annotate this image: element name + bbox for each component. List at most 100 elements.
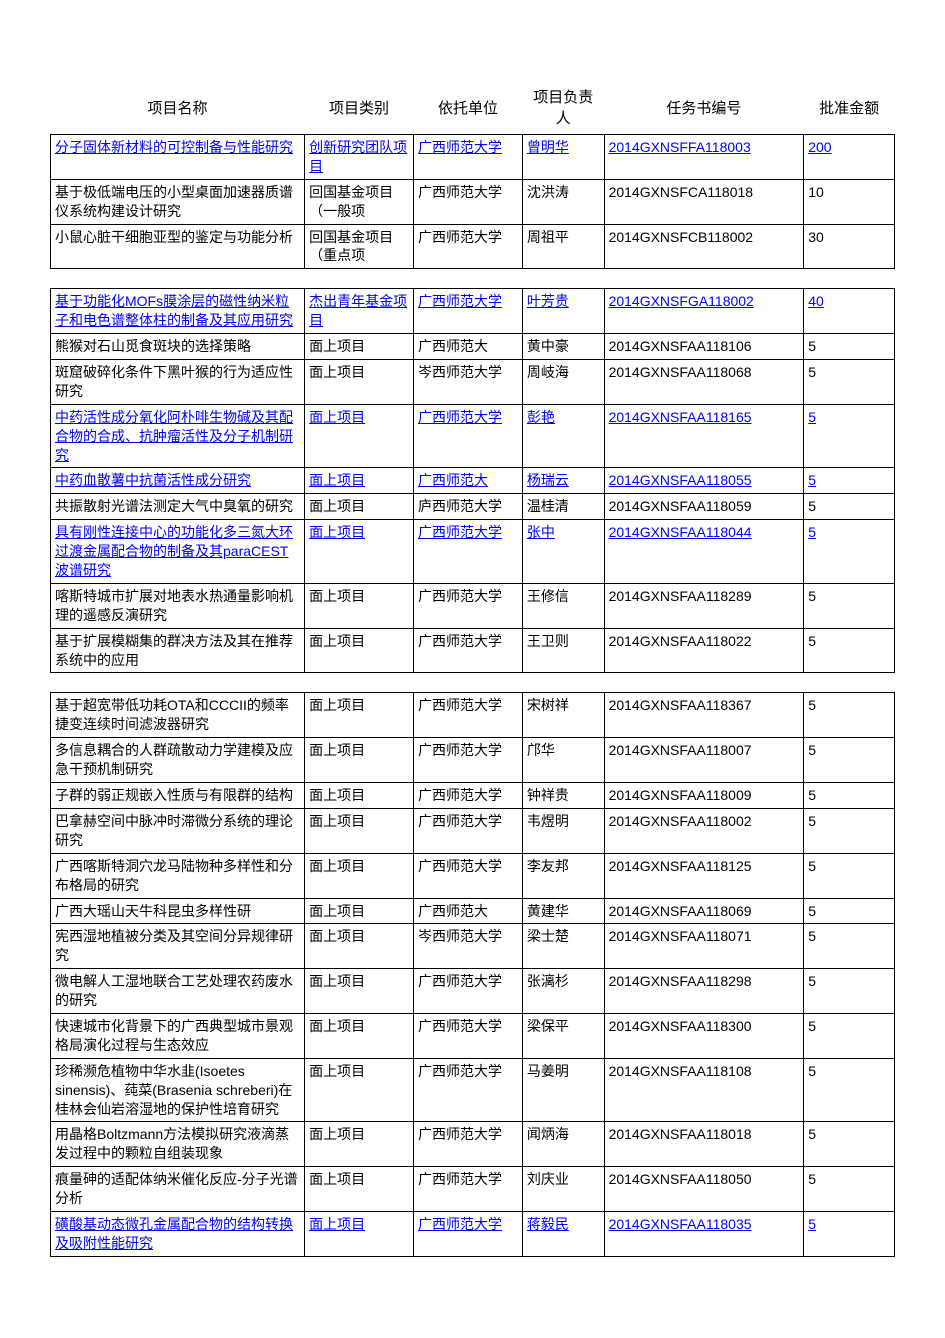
cell-category: 面上项目 [305,1167,414,1212]
cell-category[interactable]: 创新研究团队项目 [305,135,414,180]
cell-amount[interactable]: 5 [804,404,895,468]
cell-taskno[interactable]: 2014GXNSFAA118055 [604,468,804,494]
cell-unit[interactable]: 广西师范大学 [414,289,523,334]
cell-name: 基于超宽带低功耗OTA和CCCII的频率捷变连续时间滤波器研究 [51,693,305,738]
cell-unit: 庐西师范大学 [414,494,523,520]
cell-taskno[interactable]: 2014GXNSFFA118003 [604,135,804,180]
cell-taskno: 2014GXNSFAA118022 [604,628,804,673]
cell-name: 共振散射光谱法测定大气中臭氧的研究 [51,494,305,520]
cell-name: 子群的弱正规嵌入性质与有限群的结构 [51,783,305,809]
cell-name: 宪西湿地植被分类及其空间分异规律研究 [51,924,305,969]
cell-unit: 广西师范大 [414,898,523,924]
cell-leader: 钟祥贵 [522,783,604,809]
cell-category[interactable]: 面上项目 [305,468,414,494]
cell-amount: 5 [804,693,895,738]
cell-name[interactable]: 具有刚性连接中心的功能化多三氮大环过渡金属配合物的制备及其paraCEST波谱研… [51,520,305,584]
cell-unit: 岑西师范大学 [414,360,523,405]
cell-unit: 广西师范大学 [414,628,523,673]
cell-name: 基于极低端电压的小型桌面加速器质谱仪系统构建设计研究 [51,179,305,224]
cell-amount[interactable]: 200 [804,135,895,180]
cell-category: 面上项目 [305,494,414,520]
cell-leader: 宋树祥 [522,693,604,738]
table-row: 微电解人工湿地联合工艺处理农药废水的研究面上项目广西师范大学张漓杉2014GXN… [51,969,895,1014]
table-row: 磺酸基动态微孔金属配合物的结构转换及吸附性能研究面上项目广西师范大学蒋毅民201… [51,1211,895,1256]
table-row: 多信息耦合的人群疏散动力学建模及应急干预机制研究面上项目广西师范大学邝华2014… [51,738,895,783]
cell-amount: 5 [804,1167,895,1212]
cell-taskno: 2014GXNSFCB118002 [604,224,804,269]
cell-amount: 30 [804,224,895,269]
cell-taskno[interactable]: 2014GXNSFAA118165 [604,404,804,468]
cell-name[interactable]: 基于功能化MOFs膜涂层的磁性纳米粒子和电色谱整体柱的制备及其应用研究 [51,289,305,334]
cell-category: 面上项目 [305,1013,414,1058]
cell-taskno[interactable]: 2014GXNSFGA118002 [604,289,804,334]
cell-unit[interactable]: 广西师范大学 [414,1211,523,1256]
cell-taskno: 2014GXNSFAA118007 [604,738,804,783]
cell-name: 小鼠心脏干细胞亚型的鉴定与功能分析 [51,224,305,269]
cell-amount: 5 [804,898,895,924]
cell-amount: 5 [804,334,895,360]
cell-leader: 梁士楚 [522,924,604,969]
cell-unit[interactable]: 广西师范大学 [414,404,523,468]
cell-name: 广西喀斯特洞穴龙马陆物种多样性和分布格局的研究 [51,853,305,898]
cell-leader[interactable]: 杨瑞云 [522,468,604,494]
cell-category: 面上项目 [305,783,414,809]
cell-unit: 广西师范大学 [414,1167,523,1212]
table-row: 痕量砷的适配体纳米催化反应-分子光谱分析面上项目广西师范大学刘庆业2014GXN… [51,1167,895,1212]
table-row: 广西大瑶山天牛科昆虫多样性研面上项目广西师范大黄建华2014GXNSFAA118… [51,898,895,924]
spacer-row [51,673,895,693]
cell-leader[interactable]: 蒋毅民 [522,1211,604,1256]
cell-amount: 5 [804,924,895,969]
cell-amount[interactable]: 5 [804,520,895,584]
cell-amount[interactable]: 5 [804,1211,895,1256]
cell-taskno: 2014GXNSFAA118071 [604,924,804,969]
table-row: 基于超宽带低功耗OTA和CCCII的频率捷变连续时间滤波器研究面上项目广西师范大… [51,693,895,738]
cell-leader: 闻炳海 [522,1122,604,1167]
cell-leader[interactable]: 彭艳 [522,404,604,468]
table-row: 基于功能化MOFs膜涂层的磁性纳米粒子和电色谱整体柱的制备及其应用研究杰出青年基… [51,289,895,334]
cell-name[interactable]: 磺酸基动态微孔金属配合物的结构转换及吸附性能研究 [51,1211,305,1256]
cell-taskno: 2014GXNSFAA118059 [604,494,804,520]
cell-taskno: 2014GXNSFAA118018 [604,1122,804,1167]
cell-amount[interactable]: 40 [804,289,895,334]
cell-amount[interactable]: 5 [804,468,895,494]
cell-taskno: 2014GXNSFAA118108 [604,1058,804,1122]
cell-category: 回国基金项目（一般项 [305,179,414,224]
cell-name[interactable]: 中药血散薯中抗菌活性成分研究 [51,468,305,494]
table-row: 基于扩展模糊集的群决方法及其在推荐系统中的应用面上项目广西师范大学王卫则2014… [51,628,895,673]
cell-leader: 周祖平 [522,224,604,269]
cell-leader[interactable]: 曾明华 [522,135,604,180]
cell-name[interactable]: 分子固体新材料的可控制备与性能研究 [51,135,305,180]
cell-name[interactable]: 中药活性成分氧化阿朴啡生物碱及其配合物的合成、抗肿瘤活性及分子机制研究 [51,404,305,468]
cell-leader[interactable]: 张中 [522,520,604,584]
cell-amount: 5 [804,628,895,673]
cell-category[interactable]: 面上项目 [305,404,414,468]
cell-unit[interactable]: 广西师范大学 [414,135,523,180]
cell-amount: 10 [804,179,895,224]
cell-name: 基于扩展模糊集的群决方法及其在推荐系统中的应用 [51,628,305,673]
table-row: 分子固体新材料的可控制备与性能研究创新研究团队项目广西师范大学曾明华2014GX… [51,135,895,180]
cell-leader: 沈洪涛 [522,179,604,224]
cell-taskno: 2014GXNSFAA118300 [604,1013,804,1058]
cell-taskno[interactable]: 2014GXNSFAA118044 [604,520,804,584]
cell-unit[interactable]: 广西师范大 [414,468,523,494]
cell-name: 用晶格Boltzmann方法模拟研究液滴蒸发过程中的颗粒自组装现象 [51,1122,305,1167]
cell-unit: 广西师范大学 [414,969,523,1014]
cell-taskno[interactable]: 2014GXNSFAA118035 [604,1211,804,1256]
cell-leader: 周岐海 [522,360,604,405]
cell-taskno: 2014GXNSFAA118289 [604,583,804,628]
table-row: 中药活性成分氧化阿朴啡生物碱及其配合物的合成、抗肿瘤活性及分子机制研究面上项目广… [51,404,895,468]
cell-name: 珍稀濒危植物中华水韭(Isoetes sinensis)、莼菜(Brasenia… [51,1058,305,1122]
cell-unit: 广西师范大学 [414,693,523,738]
cell-unit[interactable]: 广西师范大学 [414,520,523,584]
cell-leader: 韦煜明 [522,808,604,853]
cell-taskno: 2014GXNSFAA118068 [604,360,804,405]
cell-leader: 温桂清 [522,494,604,520]
cell-category[interactable]: 面上项目 [305,520,414,584]
cell-leader[interactable]: 叶芳贵 [522,289,604,334]
cell-name: 痕量砷的适配体纳米催化反应-分子光谱分析 [51,1167,305,1212]
cell-category[interactable]: 杰出青年基金项目 [305,289,414,334]
cell-category[interactable]: 面上项目 [305,1211,414,1256]
table-row: 喀斯特城市扩展对地表水热通量影响机理的遥感反演研究面上项目广西师范大学王修信20… [51,583,895,628]
cell-name: 喀斯特城市扩展对地表水热通量影响机理的遥感反演研究 [51,583,305,628]
cell-unit: 广西师范大学 [414,1058,523,1122]
